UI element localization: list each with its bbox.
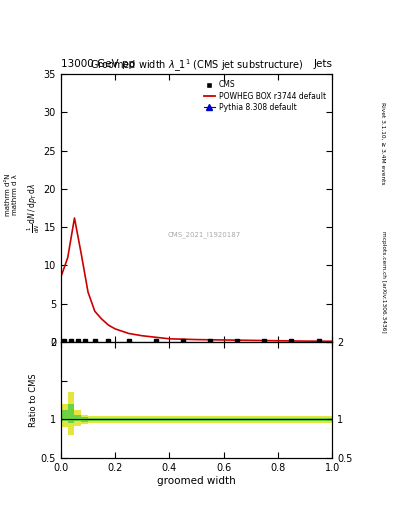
Text: CMS_2021_I1920187: CMS_2021_I1920187 [168,231,241,238]
Title: Groomed width $\lambda\_1^1$ (CMS jet substructure): Groomed width $\lambda\_1^1$ (CMS jet su… [90,58,303,74]
Text: Jets: Jets [313,58,332,69]
Legend: CMS, POWHEG BOX r3744 default, Pythia 8.308 default: CMS, POWHEG BOX r3744 default, Pythia 8.… [201,78,328,114]
Text: 13000 GeV pp: 13000 GeV pp [61,58,135,69]
Y-axis label: Ratio to CMS: Ratio to CMS [29,373,38,427]
Text: Rivet 3.1.10, ≥ 3.4M events: Rivet 3.1.10, ≥ 3.4M events [381,102,386,185]
Y-axis label: $\frac{1}{\mathrm{d}N}\,\mathrm{d}N\,/\,\mathrm{d}p_T\,\mathrm{d}\lambda$: $\frac{1}{\mathrm{d}N}\,\mathrm{d}N\,/\,… [26,183,42,233]
X-axis label: groomed width: groomed width [157,476,236,486]
Text: mcplots.cern.ch [arXiv:1306.3436]: mcplots.cern.ch [arXiv:1306.3436] [381,231,386,332]
Text: mathrm d²N
mathrm d λ: mathrm d²N mathrm d λ [5,173,18,216]
